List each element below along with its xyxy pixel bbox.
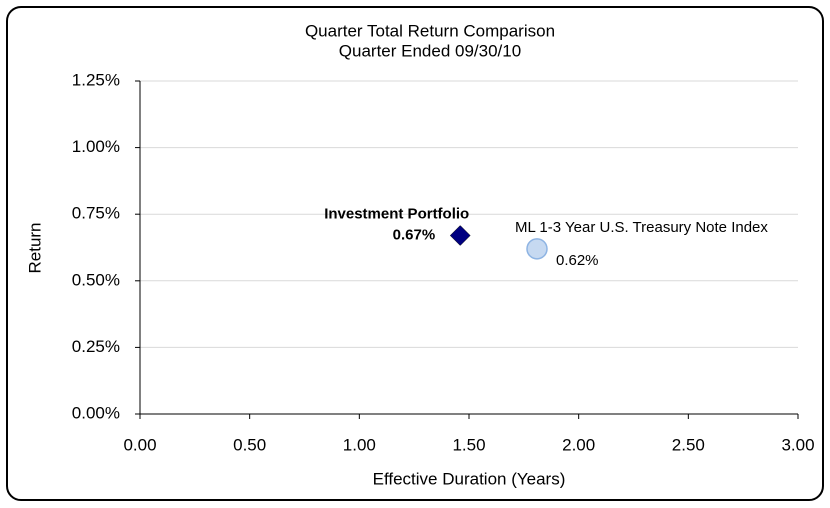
x-tick-label: 0.50 [233,435,266,454]
series-label: Investment Portfolio [324,205,469,222]
y-tick-label: 0.00% [72,403,120,422]
y-tick-label: 1.00% [72,137,120,156]
y-tick-label: 0.25% [72,337,120,356]
chart-title: Quarter Total Return Comparison [305,21,555,40]
point [449,225,471,246]
x-tick-label: 1.50 [452,435,485,454]
point [526,238,548,260]
chart-border [6,6,824,501]
x-axis-title: Effective Duration (Years) [373,469,566,488]
value-label: 0.67% [393,226,436,243]
value-label: 0.62% [556,252,599,269]
x-tick-label: 0.00 [123,435,156,454]
series-label: ML 1-3 Year U.S. Treasury Note Index [515,219,768,236]
x-tick-label: 2.00 [562,435,595,454]
y-axis-title: Return [25,222,44,273]
x-tick-label: 2.50 [672,435,705,454]
x-tick-label: 3.00 [781,435,814,454]
y-tick-label: 0.50% [72,270,120,289]
y-tick-label: 1.25% [72,70,120,89]
y-tick-label: 0.75% [72,204,120,223]
chart-subtitle: Quarter Ended 09/30/10 [339,41,521,60]
x-tick-label: 1.00 [343,435,376,454]
